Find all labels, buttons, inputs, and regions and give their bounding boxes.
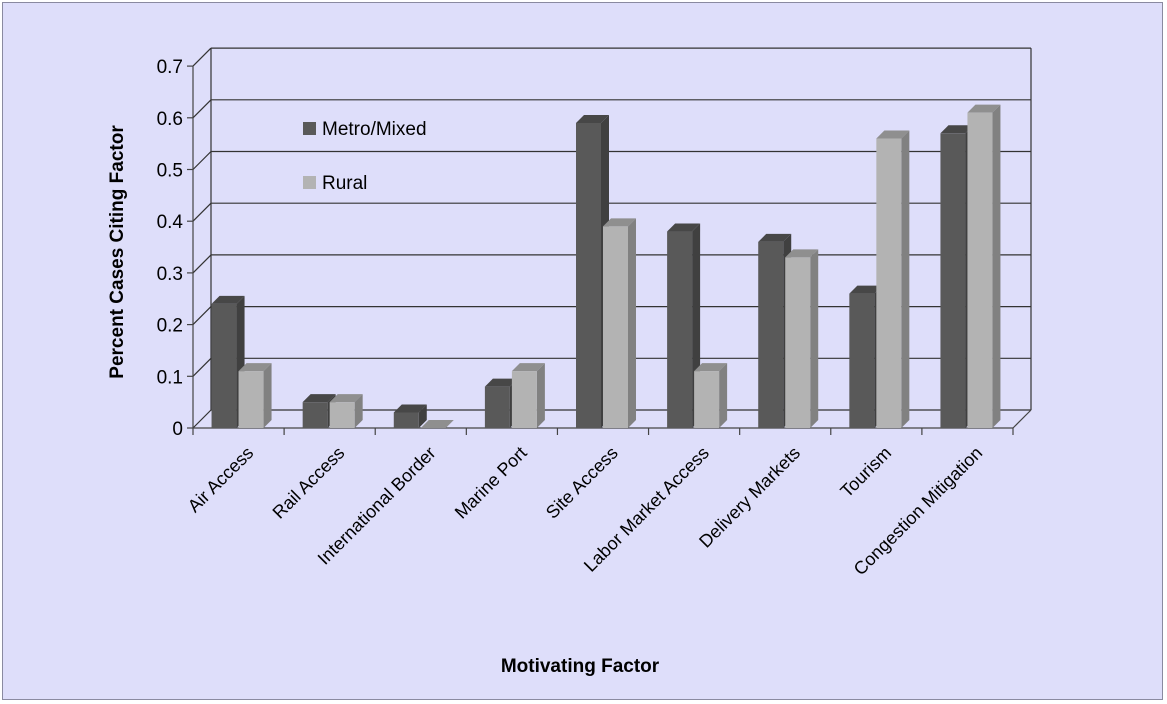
y-axis-title: Percent Cases Citing Factor bbox=[107, 125, 128, 379]
bar-top-face bbox=[849, 285, 883, 294]
bar-side-face bbox=[992, 104, 1001, 428]
bar-metro-mixed-air-access bbox=[211, 295, 245, 428]
bar-top-face bbox=[576, 114, 609, 123]
y-tick-label: 0.1 bbox=[157, 367, 183, 388]
bar-top-face bbox=[967, 104, 1001, 113]
legend: Metro/Mixed Rural bbox=[303, 119, 427, 194]
gridline-diag bbox=[192, 202, 212, 222]
bar-top-face bbox=[603, 218, 636, 227]
legend-swatch-rural bbox=[303, 176, 316, 189]
y-tick-label: 0.7 bbox=[157, 57, 183, 78]
bar-rural-rail-access bbox=[329, 394, 363, 428]
bar-rural-labor-market-access bbox=[694, 363, 728, 428]
bar-top-face bbox=[393, 404, 427, 413]
bar-side-face bbox=[418, 404, 427, 428]
bar-top-face bbox=[758, 233, 792, 242]
bar-front-face bbox=[393, 412, 419, 428]
bar-top-face bbox=[667, 223, 701, 232]
bar-top-face bbox=[876, 130, 910, 139]
y-tick-label: 0.6 bbox=[157, 109, 183, 130]
bar-rural-air-access bbox=[238, 363, 272, 428]
x-tick-label: Air Access bbox=[184, 443, 258, 517]
gridline-diag bbox=[192, 254, 212, 274]
bar-front-face bbox=[967, 112, 993, 428]
bar-front-face bbox=[940, 133, 966, 428]
bar-front-face bbox=[603, 226, 628, 428]
bar-top-face bbox=[420, 420, 454, 428]
bar-side-face bbox=[628, 218, 636, 428]
bar-rural-delivery-markets bbox=[785, 249, 819, 428]
x-tick-label: Marine Port bbox=[451, 443, 531, 523]
x-tick-label: Rail Access bbox=[269, 443, 349, 523]
x-tick-label: Delivery Markets bbox=[695, 443, 804, 552]
bar-front-face bbox=[211, 303, 237, 428]
y-tick-label: 0 bbox=[172, 419, 183, 440]
bar-front-face bbox=[511, 371, 537, 428]
legend-label-metro-mixed: Metro/Mixed bbox=[322, 119, 427, 140]
gridline-diag bbox=[192, 99, 212, 119]
bar-metro-mixed-international-border bbox=[393, 404, 427, 428]
y-tick-label: 0.4 bbox=[157, 212, 184, 233]
gridline-diag bbox=[192, 357, 212, 377]
x-axis-title: Motivating Factor bbox=[501, 656, 660, 677]
bar-side-face bbox=[810, 249, 819, 428]
bar-rural-site-access bbox=[603, 218, 636, 428]
bar-rural-international-border bbox=[420, 420, 454, 428]
legend-swatch-metro-mixed bbox=[303, 122, 316, 135]
bar-front-face bbox=[238, 371, 264, 428]
x-tick-label: Tourism bbox=[836, 443, 895, 502]
gridline-diag bbox=[192, 47, 212, 67]
floor-right-edge bbox=[1012, 409, 1032, 429]
bar-side-face bbox=[901, 130, 910, 429]
y-tick-labels: 0 0.1 0.2 0.3 0.4 0.5 0.6 0.7 bbox=[157, 57, 184, 440]
bar-rural-tourism bbox=[876, 130, 910, 429]
bar-side-face bbox=[536, 363, 545, 428]
gridline-diag bbox=[192, 151, 212, 170]
bar-front-face bbox=[329, 402, 355, 428]
bar-front-face bbox=[758, 241, 784, 428]
bar-side-face bbox=[354, 394, 363, 428]
bar-top-face bbox=[484, 378, 518, 387]
bar-front-face bbox=[576, 122, 601, 428]
y-tick-label: 0.5 bbox=[157, 161, 183, 182]
bar-top-face bbox=[940, 125, 974, 134]
x-tick-label: Site Access bbox=[542, 443, 622, 523]
bar-top-face bbox=[302, 394, 336, 403]
bar-front-face bbox=[667, 231, 693, 428]
gridline-diag bbox=[192, 409, 212, 429]
bar-top-face bbox=[238, 363, 272, 372]
bar-side-face bbox=[263, 363, 272, 428]
bar-top-face bbox=[511, 363, 545, 372]
bar-front-face bbox=[876, 138, 902, 429]
y-tick-label: 0.2 bbox=[157, 316, 183, 337]
bar-front-face bbox=[694, 371, 720, 428]
bar-side-face bbox=[719, 363, 728, 428]
bar-top-face bbox=[329, 394, 363, 403]
bar-top-face bbox=[694, 363, 728, 372]
bar-top-face bbox=[211, 295, 245, 304]
bar-front-face bbox=[484, 386, 510, 428]
bar-top-face bbox=[785, 249, 819, 258]
bar-front-face bbox=[849, 293, 875, 428]
y-tick-label: 0.3 bbox=[157, 264, 183, 285]
bar-front-face bbox=[785, 257, 811, 428]
bars bbox=[211, 104, 1001, 429]
bar-rural-congestion-mitigation bbox=[967, 104, 1001, 428]
gridline-diag bbox=[192, 306, 212, 326]
bar-front-face bbox=[302, 402, 328, 428]
legend-label-rural: Rural bbox=[322, 173, 367, 194]
bar-rural-marine-port bbox=[511, 363, 545, 428]
